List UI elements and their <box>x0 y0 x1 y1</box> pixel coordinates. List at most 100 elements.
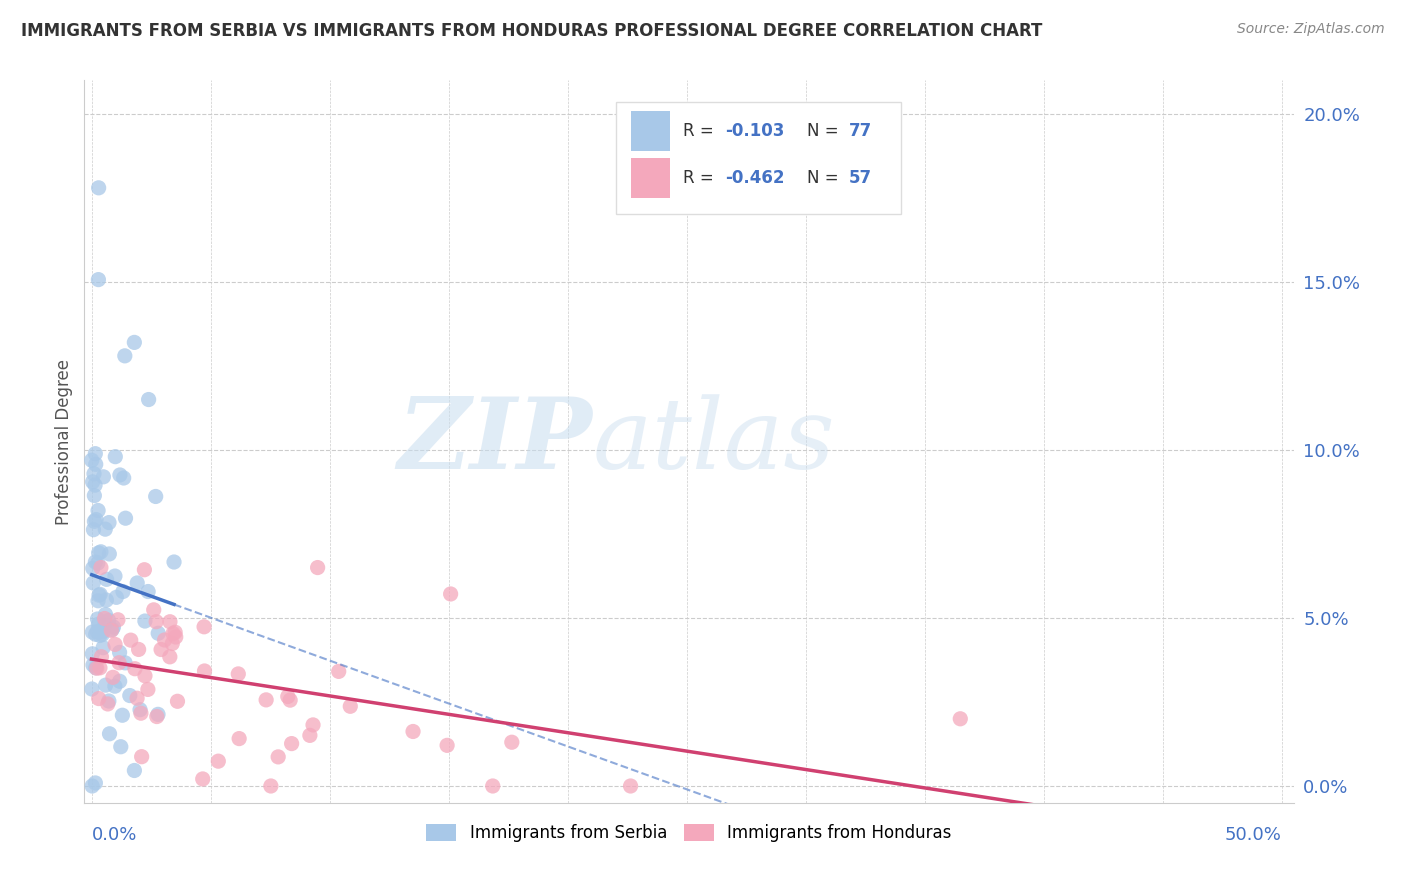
Point <box>108 645 131 659</box>
Point <box>150 642 173 657</box>
Point <box>146 707 169 722</box>
Point <box>260 779 283 793</box>
Point <box>277 690 299 704</box>
Point <box>163 555 186 569</box>
Point <box>114 511 136 525</box>
Point <box>111 708 134 723</box>
Point <box>89 628 111 642</box>
Point <box>91 627 114 641</box>
Point <box>129 703 152 717</box>
Point <box>87 272 110 286</box>
Point <box>87 588 110 602</box>
Point <box>619 779 641 793</box>
Text: -0.103: -0.103 <box>725 122 785 140</box>
Point <box>148 626 170 640</box>
Point <box>87 503 110 517</box>
Point <box>111 584 134 599</box>
Point <box>87 181 110 195</box>
Point <box>87 556 110 570</box>
Point <box>146 709 169 723</box>
Point <box>83 514 105 528</box>
Point <box>93 618 115 632</box>
Point <box>138 392 160 407</box>
Point <box>129 706 152 721</box>
Point <box>86 624 108 639</box>
Point <box>84 555 107 569</box>
Point <box>136 584 159 599</box>
Point <box>104 679 127 693</box>
Point <box>101 623 124 637</box>
Point <box>501 735 523 749</box>
Point <box>82 475 104 489</box>
Point <box>207 754 229 768</box>
Point <box>114 349 136 363</box>
Point <box>97 694 120 708</box>
Point <box>103 620 125 634</box>
Text: 0.0%: 0.0% <box>91 826 136 845</box>
Point <box>134 669 156 683</box>
Text: 57: 57 <box>849 169 872 186</box>
Text: 50.0%: 50.0% <box>1225 826 1282 845</box>
Point <box>165 625 187 640</box>
Point <box>226 667 249 681</box>
Legend: Immigrants from Serbia, Immigrants from Honduras: Immigrants from Serbia, Immigrants from … <box>420 817 957 848</box>
Point <box>82 576 104 591</box>
Point <box>94 522 117 536</box>
Point <box>162 636 184 650</box>
Point <box>114 656 136 670</box>
Point <box>98 727 121 741</box>
Point <box>98 516 121 530</box>
Point <box>84 512 107 526</box>
Point <box>90 545 112 559</box>
Point <box>142 603 165 617</box>
Point <box>128 642 150 657</box>
Text: 77: 77 <box>849 122 872 140</box>
Point <box>87 593 110 607</box>
Text: IMMIGRANTS FROM SERBIA VS IMMIGRANTS FROM HONDURAS PROFESSIONAL DEGREE CORRELATI: IMMIGRANTS FROM SERBIA VS IMMIGRANTS FRO… <box>21 22 1042 40</box>
Point <box>402 724 425 739</box>
Text: R =: R = <box>683 122 718 140</box>
Point <box>84 776 107 790</box>
Point <box>93 611 115 625</box>
Text: N =: N = <box>807 122 845 140</box>
Point <box>84 478 107 492</box>
Point <box>307 560 329 574</box>
Point <box>82 779 104 793</box>
Point <box>124 335 146 350</box>
Point <box>127 691 149 706</box>
Point <box>82 625 104 640</box>
Text: ZIP: ZIP <box>398 393 592 490</box>
Point <box>101 670 124 684</box>
Point <box>91 624 114 639</box>
Point <box>90 649 112 664</box>
Point <box>145 490 167 504</box>
Point <box>191 772 214 786</box>
Point <box>97 613 120 627</box>
Point <box>80 681 103 696</box>
Point <box>82 561 104 575</box>
Point <box>89 661 111 675</box>
FancyBboxPatch shape <box>616 102 901 214</box>
Point <box>254 693 277 707</box>
Point <box>228 731 250 746</box>
Point <box>86 661 108 675</box>
Point <box>93 470 115 484</box>
Point <box>162 626 184 640</box>
Point <box>90 560 112 574</box>
Point <box>136 682 159 697</box>
Point <box>949 712 972 726</box>
Point <box>94 607 117 622</box>
Point <box>83 467 105 481</box>
Text: -0.462: -0.462 <box>725 169 785 186</box>
Point <box>124 662 146 676</box>
Point <box>84 447 107 461</box>
Point <box>108 467 131 482</box>
Point <box>159 649 181 664</box>
Point <box>82 658 104 673</box>
Point <box>89 587 111 601</box>
Point <box>193 620 215 634</box>
Point <box>280 737 302 751</box>
Point <box>83 489 105 503</box>
Point <box>98 547 121 561</box>
Point <box>104 450 127 464</box>
